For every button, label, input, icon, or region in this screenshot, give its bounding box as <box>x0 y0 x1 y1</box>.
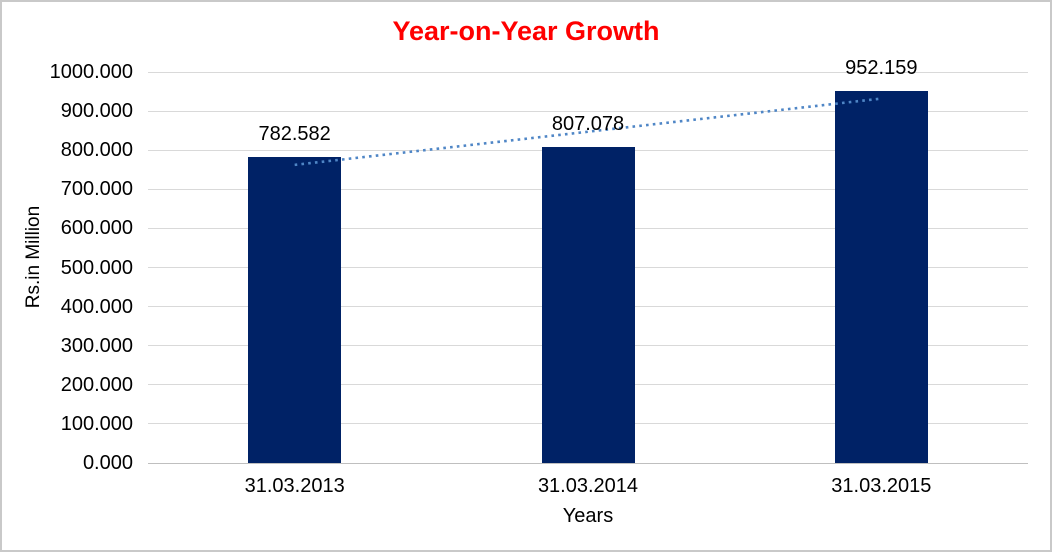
y-tick-label: 1000.000 <box>49 61 133 83</box>
y-tick-label: 600.000 <box>60 217 133 240</box>
bar-value-label: 952.159 <box>845 56 918 79</box>
bar-value-label: 807.078 <box>551 113 625 136</box>
gridline <box>148 71 1028 73</box>
y-tick-label: 900.000 <box>60 100 133 123</box>
bar <box>541 147 635 463</box>
y-tick-label: 500.000 <box>60 256 133 279</box>
x-axis-line <box>148 462 1028 464</box>
y-tick-label: 400.000 <box>60 295 133 318</box>
x-tick-label: 31.03.2014 <box>537 475 639 497</box>
y-tick-label: 700.000 <box>60 178 133 201</box>
y-tick-label: 800.000 <box>60 139 133 162</box>
bar <box>834 90 928 463</box>
y-tick-label: 0.000 <box>82 452 133 474</box>
x-tick-label: 31.03.2013 <box>244 475 345 497</box>
y-tick-label: 300.000 <box>60 334 133 357</box>
y-tick-label: 100.000 <box>60 412 133 435</box>
bar-value-label: 782.582 <box>258 123 331 145</box>
chart-title: Year-on-Year Growth <box>392 16 660 46</box>
y-tick-label: 200.000 <box>60 373 133 396</box>
x-tick-label: 31.03.2015 <box>831 475 932 497</box>
bar <box>248 157 342 463</box>
x-axis-title: Years <box>562 505 614 527</box>
